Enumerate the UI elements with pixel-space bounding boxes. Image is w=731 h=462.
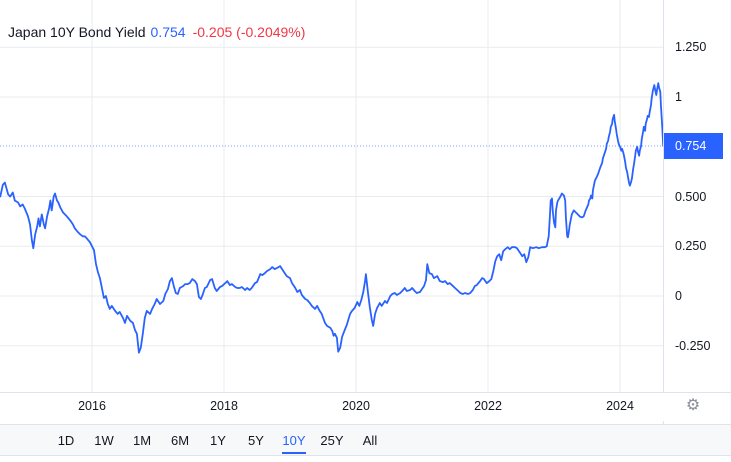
range-button-1y[interactable]: 1Y bbox=[210, 432, 226, 448]
chart-plot-area[interactable]: Japan 10Y Bond Yield 0.754 -0.205 (-0.2049… bbox=[0, 0, 731, 392]
range-button-6m[interactable]: 6M bbox=[170, 432, 190, 448]
range-button-5y[interactable]: 5Y bbox=[248, 432, 264, 448]
price-line-series bbox=[0, 82, 665, 354]
price-axis-label: 0 bbox=[675, 289, 682, 303]
range-button-25y[interactable]: 25Y bbox=[320, 432, 344, 448]
range-button-1w[interactable]: 1W bbox=[94, 432, 114, 448]
range-toolbar: 1D 1W 1M 6M 1Y 5Y 10Y 25Y All bbox=[0, 424, 731, 456]
range-button-all[interactable]: All bbox=[362, 432, 378, 448]
price-axis-label: 0.500 bbox=[675, 189, 707, 204]
price-axis-tag: 0.754 bbox=[664, 132, 723, 159]
range-button-10y[interactable]: 10Y bbox=[276, 426, 312, 455]
time-axis-label: 2024 bbox=[606, 399, 634, 413]
axis-vertical-separator bbox=[663, 0, 664, 424]
price-change: -0.205 (-0.2049%) bbox=[192, 24, 306, 40]
price-axis[interactable]: 0.754 1.250 1 0.500 0.250 0 -0.250 bbox=[663, 0, 731, 392]
price-axis-label: -0.250 bbox=[675, 338, 711, 353]
time-axis-label: 2020 bbox=[342, 399, 370, 413]
range-button-1m[interactable]: 1M bbox=[132, 432, 152, 448]
time-axis-label: 2022 bbox=[474, 399, 502, 413]
price-chart-canvas[interactable] bbox=[0, 0, 731, 392]
time-axis[interactable]: 2016 2018 2020 2022 2024 bbox=[0, 393, 731, 421]
time-axis-label: 2018 bbox=[210, 399, 238, 413]
last-price: 0.754 bbox=[150, 24, 186, 40]
price-axis-label: 0.250 bbox=[675, 239, 707, 254]
gear-icon[interactable]: ⚙ bbox=[685, 397, 701, 414]
axis-horizontal-separator bbox=[0, 392, 731, 393]
price-axis-label: 1.250 bbox=[675, 40, 707, 55]
chart-legend: Japan 10Y Bond Yield 0.754 -0.205 (-0.2049… bbox=[8, 24, 305, 40]
range-button-1d[interactable]: 1D bbox=[57, 432, 75, 448]
time-axis-label: 2016 bbox=[78, 399, 106, 413]
price-axis-label: 1 bbox=[675, 90, 682, 104]
instrument-title: Japan 10Y Bond Yield bbox=[8, 24, 146, 40]
